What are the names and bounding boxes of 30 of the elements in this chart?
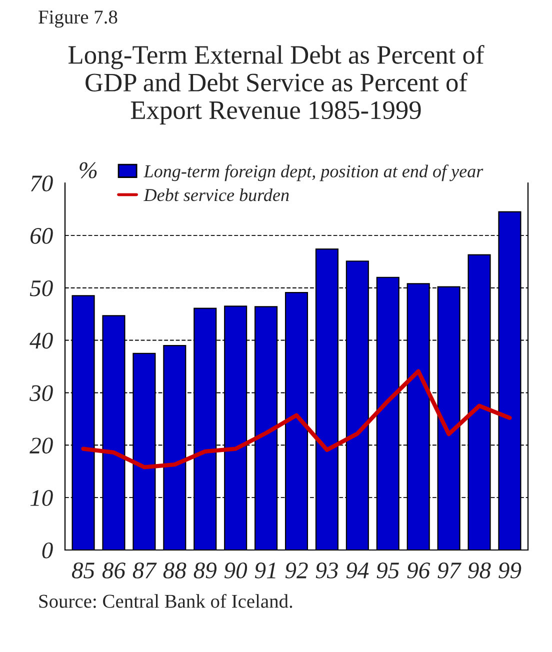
y-tick-label: 10 (30, 490, 53, 506)
chart-title: Long-Term External Debt as Percent of GDP and Debt Service as Percent of Export Revenue 1985-1999 (68, 45, 484, 124)
y-tick-label: 50 (30, 280, 53, 296)
y-tick-label: 70 (30, 175, 53, 192)
x-tick-label: 87 (132, 562, 157, 578)
x-tick-label: 91 (254, 562, 276, 578)
y-tick-label: 0 (42, 542, 53, 558)
x-tick-label: 99 (498, 562, 522, 578)
x-tick-label: 85 (72, 562, 94, 578)
x-tick-label: 96 (407, 562, 430, 578)
y-tick-label: 30 (30, 385, 53, 402)
x-tick-label: 97 (438, 562, 462, 578)
legend-label: Long-term foreign dept, position at end of year (144, 164, 484, 182)
x-tick-label: 94 (346, 562, 369, 578)
x-tick-label: 98 (468, 562, 491, 578)
caption: Figure 7.8 (38, 10, 118, 28)
line-series (81, 369, 512, 470)
y-tick-label: 40 (30, 332, 53, 349)
legend-label: Debt service burden (144, 188, 289, 202)
x-tick-label: 90 (224, 562, 248, 578)
source-note: Source: Central Bank of Iceland. (39, 594, 292, 608)
x-tick-label: 95 (376, 562, 399, 578)
x-tick-label: 88 (163, 562, 186, 578)
y-tick-label: 20 (30, 438, 53, 454)
x-tick-label: 89 (194, 562, 217, 578)
x-tick-label: 92 (285, 562, 308, 578)
x-tick-label: 86 (102, 562, 126, 578)
y-axis-title: % (80, 162, 97, 178)
y-tick-label: 60 (30, 228, 53, 244)
x-tick-label: 93 (316, 562, 338, 578)
